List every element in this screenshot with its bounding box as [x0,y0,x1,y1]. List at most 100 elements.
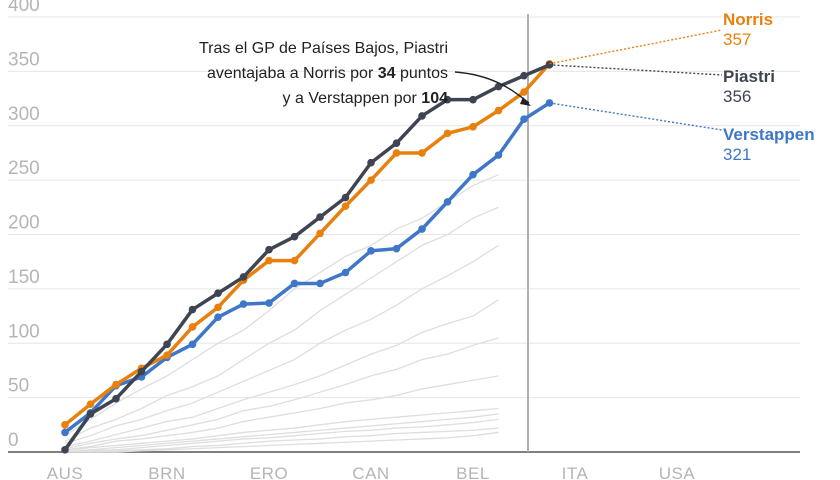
verstappen-point [418,225,426,233]
piastri-line [63,63,551,451]
annotation-line-1: Tras el GP de Países Bajos, Piastri [199,40,448,57]
piastri-point [214,289,222,298]
norris-name: Norris [723,10,774,29]
verstappen-point [520,115,528,124]
y-tick-label: 250 [8,158,40,179]
norris-point [265,256,273,265]
x-tick-label: ERO [250,464,288,480]
piastri-point [239,273,248,281]
norris-line [63,62,551,427]
piastri-point [316,213,324,221]
other-driver-line [64,337,499,450]
verstappen-point [469,170,477,179]
y-tick-label: 50 [8,376,29,397]
verstappen-point [239,300,248,308]
norris-point [341,202,350,211]
norris-point [392,149,401,157]
piastri-point [188,305,197,314]
verstappen-line [63,101,551,434]
x-tick-label: ITA [562,464,589,480]
piastri-point [418,112,426,120]
verstappen-point [316,279,324,288]
annotation-line-3: y a Verstappen por 104 [199,86,448,111]
piastri-point [494,82,503,91]
other-driver-line [64,244,499,444]
y-tick-label: 200 [8,213,40,234]
piastri-point [520,71,528,80]
norris-point [469,123,477,131]
piastri-point [367,158,375,167]
verstappen-point [494,151,503,159]
verstappen-point [545,99,554,107]
y-tick-label: 350 [8,49,40,70]
norris-point [86,400,95,408]
piastri-value: 356 [723,87,752,106]
x-tick-label: AUS [47,464,83,480]
piastri-point [290,232,299,241]
verstappen-value: 321 [723,145,752,164]
y-tick-label: 150 [8,267,40,288]
verstappen-point [443,198,452,206]
tick-labels: 0 50 100 150 200 250 300 350 400 AUS BRN ERO CAN BEL I… [8,0,695,480]
verstappen-point [265,299,273,307]
verstappen-name: Verstappen [723,125,815,144]
other-driver-line [64,206,499,442]
verstappen-point [61,428,69,437]
other-driver-line [64,299,499,448]
x-tick-label: CAN [352,464,389,480]
other-driver-line [64,413,499,453]
norris-point [163,351,171,360]
norris-point [494,106,503,115]
norris-point [520,88,528,96]
piastri-point [86,410,95,418]
norris-end-label: Norris 357 [723,10,773,50]
other-driver-line [64,407,499,452]
verstappen-label-connector [549,102,723,131]
piastri-point [61,446,69,454]
annotation-line-3-pre: y a Verstappen por [282,90,422,107]
y-tick-label: 100 [8,321,40,342]
leader-lines [61,59,554,454]
annotation-line-2-pre: aventajaba a Norris por [206,65,378,82]
other-driver-line [64,174,499,437]
norris-point [188,323,197,331]
annotation-text: Tras el GP de Países Bajos, Piastri aven… [199,36,448,111]
verstappen-point [341,268,350,277]
y-tick-label: 0 [8,430,19,451]
annotation-gap-verstappen: 104 [421,90,448,107]
annotation-line-2: aventajaba a Norris por 34 puntos [199,61,448,86]
other-driver-line [65,431,499,453]
piastri-name: Piastri [723,67,775,86]
piastri-label-connector [549,64,723,76]
other-drivers-lines [64,174,499,453]
piastri-point [137,367,146,376]
other-driver-line [64,375,499,451]
x-tick-label: USA [659,464,696,480]
norris-point [112,380,120,389]
norris-point [61,421,69,429]
annotation-gap-norris: 34 [377,65,396,82]
norris-point [443,129,452,138]
piastri-point [392,139,401,147]
piastri-point [112,394,120,403]
annotation-connectors [454,29,723,131]
piastri-point [163,340,171,349]
other-driver-line [65,427,499,453]
piastri-point [265,245,273,254]
annotation-arrowhead [520,97,531,106]
norris-point [367,176,375,184]
verstappen-point [188,340,197,349]
grid [8,16,800,453]
verstappen-point [290,279,299,288]
norris-label-connector [549,29,723,65]
x-tick-label: BEL [456,464,490,480]
piastri-point [443,95,452,104]
norris-point [418,149,426,157]
verstappen-point [392,244,401,253]
other-driver-line [64,418,499,453]
norris-point [214,303,222,312]
verstappen-end-label: Verstappen 321 [723,125,815,165]
verstappen-point [214,313,222,321]
annotation-line-2-post: puntos [395,65,448,82]
